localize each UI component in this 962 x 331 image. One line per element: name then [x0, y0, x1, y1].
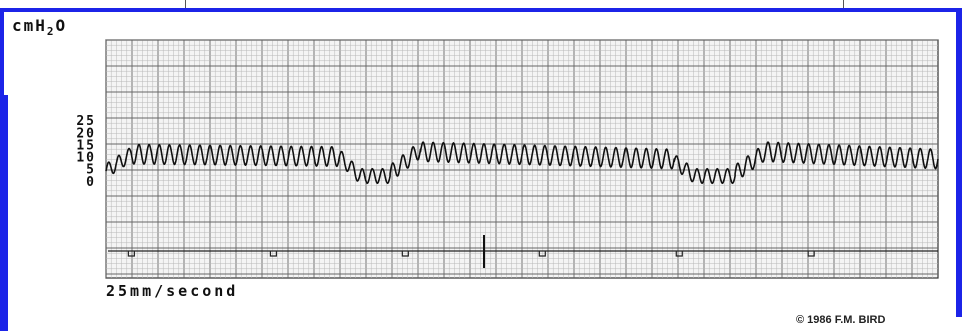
pressure-series — [105, 141, 939, 185]
x-axis-speed-label: 25mm/second — [106, 282, 239, 300]
y-tick-label: 10 — [76, 151, 96, 166]
pressure-waveform-line — [105, 141, 939, 185]
y-tick-label: 0 — [86, 175, 96, 190]
event-marker — [807, 251, 815, 257]
y-axis-unit-label: cmH2O — [12, 16, 68, 39]
event-marker — [269, 251, 278, 257]
y-tick-label: 25 — [76, 114, 96, 129]
event-marker — [401, 251, 409, 257]
event-marker — [538, 251, 546, 257]
copyright-notice: © 1986 F.M. BIRD — [796, 314, 886, 326]
top-border — [0, 0, 962, 12]
event-marker — [127, 251, 135, 257]
event-marker — [675, 251, 683, 257]
y-tick-label: 15 — [76, 138, 96, 153]
left-border-top — [0, 12, 4, 95]
y-tick-label: 20 — [76, 126, 96, 141]
chart-grid — [105, 39, 939, 279]
y-tick-label: 5 — [86, 163, 96, 178]
right-border — [956, 12, 962, 317]
left-border — [0, 95, 8, 331]
event-marker-track — [108, 235, 938, 268]
